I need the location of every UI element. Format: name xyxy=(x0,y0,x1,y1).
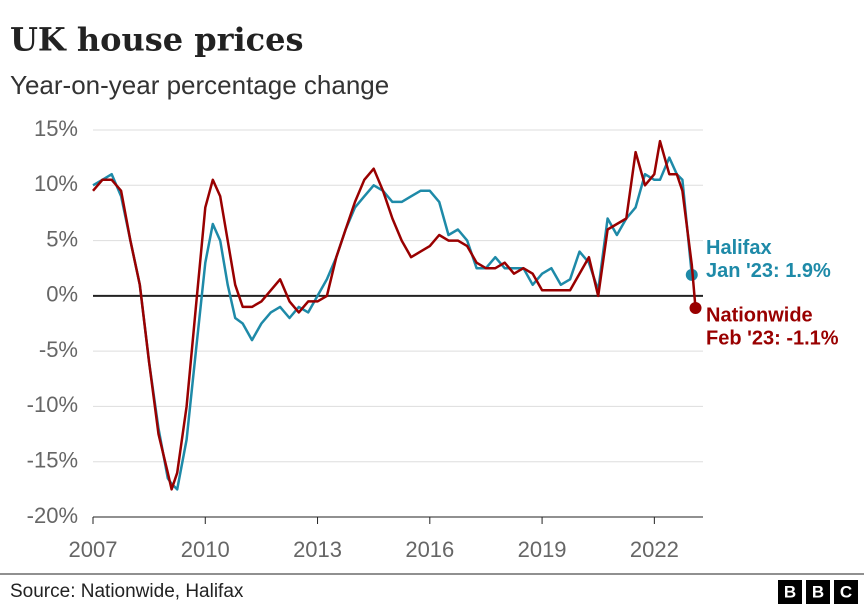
y-tick-label: -15% xyxy=(27,448,78,473)
x-tick-label: 2016 xyxy=(405,537,454,562)
series-label: Halifax xyxy=(706,237,772,259)
y-tick-label: -20% xyxy=(27,503,78,528)
logo-letter: C xyxy=(840,582,852,601)
y-tick-label: 5% xyxy=(46,226,78,251)
logo-letter: B xyxy=(812,582,824,601)
y-tick-label: 10% xyxy=(34,171,78,196)
y-tick-label: 15% xyxy=(34,116,78,141)
x-tick-label: 2022 xyxy=(630,537,679,562)
series-end-label: Jan '23: 1.9% xyxy=(706,260,831,282)
logo-letter: B xyxy=(784,582,796,601)
x-tick-label: 2013 xyxy=(293,537,342,562)
series-line xyxy=(92,139,697,491)
chart-subtitle: Year-on-year percentage change xyxy=(10,70,389,100)
x-tick-label: 2007 xyxy=(69,537,118,562)
chart-title: UK house prices xyxy=(10,21,304,59)
x-tick-label: 2019 xyxy=(518,537,567,562)
series-end-label: Feb '23: -1.1% xyxy=(706,327,839,349)
logo-box xyxy=(778,580,802,604)
y-tick-label: 0% xyxy=(46,282,78,307)
source: Source: Nationwide, Halifax xyxy=(10,581,244,602)
y-tick-label: -5% xyxy=(39,337,78,362)
end-point xyxy=(689,302,702,315)
x-tick-label: 2010 xyxy=(181,537,230,562)
y-tick-label: -10% xyxy=(27,392,78,417)
logo-box xyxy=(834,580,858,604)
logo-box xyxy=(806,580,830,604)
series-label: Nationwide xyxy=(706,304,813,326)
